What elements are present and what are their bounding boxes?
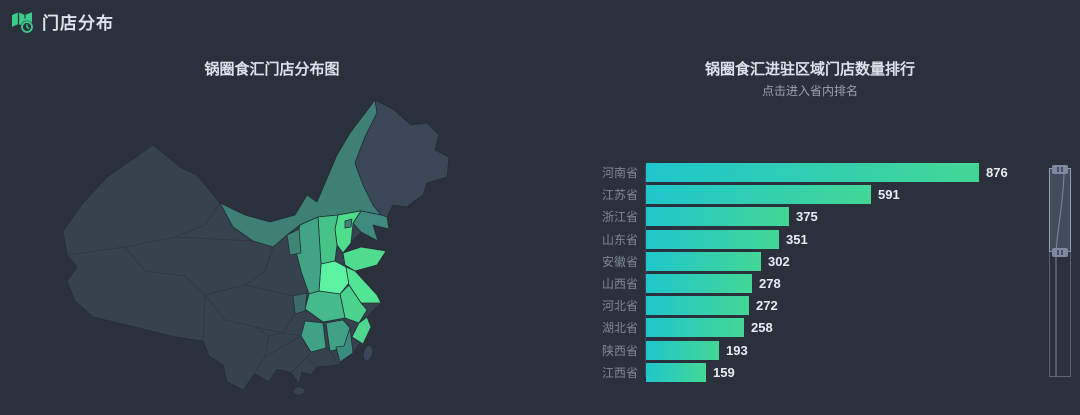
- bar-row[interactable]: 湖北省 258: [558, 318, 1028, 338]
- bar-value: 351: [786, 231, 808, 247]
- bar-row[interactable]: 山东省 351: [558, 229, 1028, 249]
- province-label: 山东省: [601, 232, 638, 247]
- bar-fill[interactable]: [646, 362, 706, 382]
- bar-value: 278: [759, 275, 781, 291]
- map-regions[interactable]: [62, 99, 450, 396]
- bar-row[interactable]: 山西省 278: [558, 273, 1028, 293]
- bar-fill[interactable]: [646, 163, 979, 182]
- rank-panel-subtitle: 点击进入省内排名: [761, 84, 858, 98]
- datazoom-handle-top[interactable]: [1052, 165, 1068, 174]
- bar-value: 591: [878, 187, 900, 203]
- bar-fill[interactable]: [646, 207, 789, 227]
- bar-fill[interactable]: [646, 251, 761, 271]
- province-label: 湖北省: [601, 321, 638, 336]
- bar-row[interactable]: 河北省 272: [558, 296, 1028, 316]
- datazoom-slider[interactable]: [1049, 165, 1071, 377]
- province-label: 江西省: [601, 365, 638, 380]
- bar-row[interactable]: 陕西省 193: [558, 340, 1028, 360]
- page-title: 门店分布: [42, 14, 114, 33]
- province-rank-chart: 河南省 876 江苏省 591 浙江省 375 山东省 351 安徽省 302 山西省 278 河北省 2…: [558, 163, 1028, 382]
- bar-value: 159: [713, 364, 735, 380]
- region-shanxi: [317, 214, 339, 265]
- bar-value: 258: [751, 320, 773, 336]
- region-beijing: [344, 218, 353, 229]
- datazoom-handle-bottom[interactable]: [1052, 248, 1068, 257]
- region-taiwan: [362, 344, 374, 362]
- province-label: 河北省: [601, 299, 638, 314]
- region-ningxia: [286, 228, 302, 256]
- region-dongbei: [354, 99, 450, 218]
- map-clock-icon: [12, 11, 34, 33]
- rank-panel-title: 锅圈食汇进驻区域门店数量排行: [704, 61, 915, 78]
- bar-row[interactable]: 浙江省 375: [558, 207, 1028, 227]
- province-label: 安徽省: [601, 254, 638, 269]
- bar-value: 302: [768, 253, 790, 269]
- bar-fill[interactable]: [646, 296, 749, 316]
- bar-fill[interactable]: [646, 229, 779, 249]
- bar-fill[interactable]: [646, 340, 719, 360]
- bar-row[interactable]: 河南省 876: [558, 163, 1028, 182]
- bar-row[interactable]: 江西省 159: [558, 362, 1028, 382]
- page-header: 门店分布: [10, 9, 114, 34]
- china-map[interactable]: [55, 95, 525, 415]
- bar-value: 375: [796, 209, 818, 225]
- y-axis-line: [645, 165, 646, 378]
- bar-value: 272: [756, 298, 778, 314]
- bar-row[interactable]: 安徽省 302: [558, 251, 1028, 271]
- province-label: 山西省: [601, 276, 638, 291]
- province-label: 陕西省: [601, 343, 638, 358]
- region-shandong: [342, 246, 387, 272]
- bar-value: 876: [986, 165, 1008, 180]
- region-chongqing: [292, 292, 308, 315]
- region-liaoning: [352, 210, 390, 242]
- province-label: 江苏省: [601, 188, 638, 203]
- province-label: 河南省: [601, 166, 638, 180]
- bar-row[interactable]: 江苏省 591: [558, 185, 1028, 205]
- datazoom-selected-range[interactable]: [1049, 168, 1071, 252]
- region-zhejiang: [351, 316, 372, 345]
- bar-fill[interactable]: [646, 318, 744, 338]
- bar-value: 193: [726, 342, 748, 358]
- map-panel-title: 锅圈食汇门店分布图: [204, 61, 340, 78]
- region-hunan: [300, 320, 327, 353]
- province-label: 浙江省: [601, 210, 638, 225]
- bar-fill[interactable]: [646, 185, 871, 205]
- bar-fill[interactable]: [646, 273, 752, 293]
- region-fujian: [335, 327, 354, 363]
- region-hainan: [292, 386, 306, 396]
